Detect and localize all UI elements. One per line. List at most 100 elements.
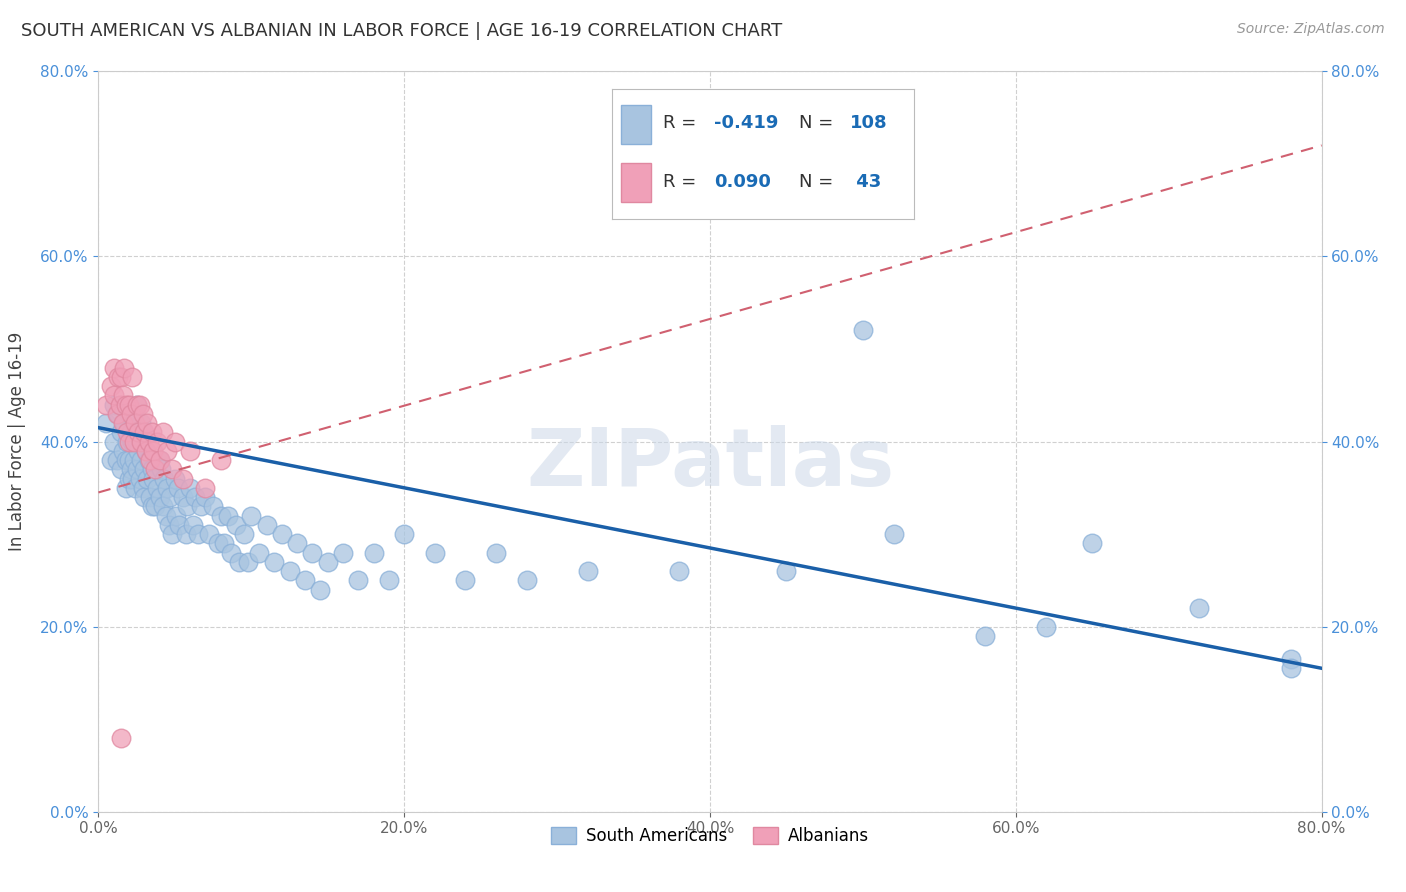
Point	[263, 555, 285, 569]
Point	[134, 425, 156, 440]
Bar	[620, 104, 651, 144]
Point	[125, 434, 148, 449]
Point	[118, 472, 141, 486]
Point	[136, 472, 159, 486]
Point	[118, 407, 141, 421]
Point	[1035, 619, 1057, 633]
Text: ZIPatlas: ZIPatlas	[526, 425, 894, 503]
Text: N =: N =	[799, 173, 839, 191]
Point	[392, 527, 416, 541]
Point	[142, 472, 165, 486]
Point	[121, 434, 143, 449]
Point	[143, 462, 166, 476]
Point	[157, 517, 180, 532]
Point	[105, 407, 128, 421]
Point	[156, 443, 179, 458]
Point	[138, 434, 160, 449]
Bar	[620, 163, 651, 202]
Point	[120, 425, 142, 440]
Point	[1081, 536, 1104, 550]
Point	[94, 416, 117, 430]
Point	[108, 398, 131, 412]
Point	[142, 443, 165, 458]
Point	[110, 425, 132, 440]
Point	[207, 536, 229, 550]
Point	[852, 324, 875, 338]
Point	[454, 574, 477, 588]
Point	[278, 564, 301, 578]
Text: Source: ZipAtlas.com: Source: ZipAtlas.com	[1237, 22, 1385, 37]
Point	[1279, 652, 1302, 666]
Point	[167, 481, 190, 495]
Point	[165, 508, 187, 523]
Text: N =: N =	[799, 114, 839, 133]
Point	[169, 517, 191, 532]
Point	[141, 425, 163, 440]
Y-axis label: In Labor Force | Age 16-19: In Labor Force | Age 16-19	[8, 332, 27, 551]
Point	[141, 462, 163, 476]
Point	[132, 407, 155, 421]
Point	[1279, 661, 1302, 675]
Text: 0.090: 0.090	[714, 173, 772, 191]
Point	[240, 508, 263, 523]
Point	[118, 398, 141, 412]
Point	[122, 453, 145, 467]
Point	[309, 582, 332, 597]
Point	[209, 508, 232, 523]
Point	[117, 425, 139, 440]
Point	[135, 443, 157, 458]
Point	[141, 500, 163, 514]
Point	[94, 398, 117, 412]
Point	[184, 490, 207, 504]
Point	[100, 379, 122, 393]
Point	[129, 453, 152, 467]
Point	[136, 416, 159, 430]
Point	[110, 731, 132, 745]
Point	[172, 490, 194, 504]
Point	[221, 545, 243, 560]
Point	[176, 500, 198, 514]
Legend: South Americans, Albanians: South Americans, Albanians	[544, 820, 876, 852]
Point	[128, 472, 150, 486]
Point	[163, 434, 186, 449]
Point	[217, 508, 239, 523]
Point	[209, 453, 232, 467]
Point	[111, 388, 134, 402]
Point	[152, 425, 174, 440]
Point	[112, 360, 135, 375]
Point	[118, 434, 141, 449]
Point	[232, 527, 254, 541]
Point	[121, 472, 143, 486]
Text: 43: 43	[851, 173, 882, 191]
Point	[668, 564, 690, 578]
Point	[974, 629, 997, 643]
Point	[115, 453, 138, 467]
Point	[485, 545, 508, 560]
Point	[134, 462, 156, 476]
Point	[103, 398, 125, 412]
Text: -0.419: -0.419	[714, 114, 779, 133]
Point	[152, 500, 174, 514]
Point	[174, 527, 197, 541]
Point	[150, 462, 173, 476]
Point	[238, 555, 260, 569]
Point	[285, 536, 308, 550]
Point	[127, 425, 149, 440]
Point	[332, 545, 354, 560]
Point	[103, 388, 125, 402]
Point	[115, 481, 138, 495]
Point	[125, 398, 148, 412]
Point	[294, 574, 316, 588]
Point	[378, 574, 401, 588]
Point	[107, 407, 129, 421]
Point	[149, 453, 172, 467]
Point	[181, 517, 204, 532]
Point	[125, 398, 148, 412]
Point	[139, 490, 162, 504]
Point	[145, 481, 167, 495]
Point	[132, 481, 155, 495]
Point	[179, 481, 201, 495]
Point	[135, 443, 157, 458]
Point	[160, 527, 183, 541]
Point	[111, 416, 134, 430]
